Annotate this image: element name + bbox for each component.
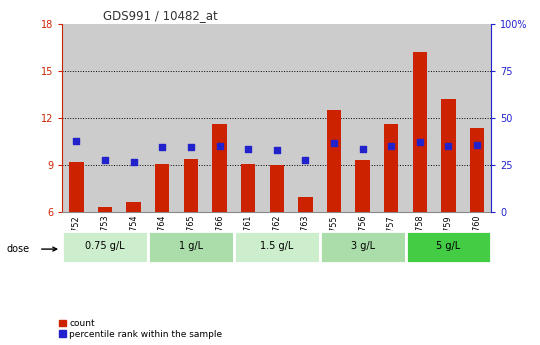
- Point: [215, 144, 224, 149]
- Text: 0.75 g/L: 0.75 g/L: [85, 241, 125, 251]
- FancyBboxPatch shape: [148, 231, 234, 263]
- Bar: [262, 24, 291, 212]
- Point: [273, 148, 281, 153]
- Bar: [148, 24, 177, 212]
- Bar: [470, 128, 484, 212]
- Text: dose: dose: [6, 244, 30, 254]
- Point: [387, 144, 395, 149]
- Bar: [98, 207, 112, 212]
- Bar: [184, 159, 198, 212]
- Text: 5 g/L: 5 g/L: [436, 241, 461, 251]
- Bar: [463, 24, 491, 212]
- Bar: [377, 24, 406, 212]
- Bar: [205, 24, 234, 212]
- Bar: [155, 164, 170, 212]
- Bar: [413, 52, 427, 212]
- Point: [158, 145, 166, 150]
- Bar: [298, 197, 313, 212]
- Point: [444, 144, 453, 149]
- Bar: [384, 124, 399, 212]
- Bar: [126, 202, 141, 212]
- Bar: [348, 24, 377, 212]
- Point: [329, 140, 338, 146]
- FancyBboxPatch shape: [320, 231, 406, 263]
- Point: [244, 146, 253, 151]
- Point: [187, 145, 195, 150]
- Text: GDS991 / 10482_at: GDS991 / 10482_at: [103, 9, 217, 22]
- Point: [416, 139, 424, 145]
- Bar: [212, 124, 227, 212]
- Point: [301, 157, 310, 162]
- Point: [473, 142, 482, 148]
- Bar: [320, 24, 348, 212]
- Bar: [406, 24, 434, 212]
- Point: [130, 159, 138, 165]
- Text: 1.5 g/L: 1.5 g/L: [260, 241, 293, 251]
- Bar: [269, 165, 284, 212]
- FancyBboxPatch shape: [62, 231, 148, 263]
- Bar: [434, 24, 463, 212]
- Text: 1 g/L: 1 g/L: [179, 241, 203, 251]
- Bar: [234, 24, 262, 212]
- Point: [72, 138, 81, 144]
- Legend: count, percentile rank within the sample: count, percentile rank within the sample: [58, 319, 222, 339]
- Bar: [91, 24, 119, 212]
- Bar: [441, 99, 456, 212]
- Bar: [291, 24, 320, 212]
- Bar: [69, 162, 84, 212]
- Text: 3 g/L: 3 g/L: [350, 241, 375, 251]
- Bar: [241, 164, 255, 212]
- Point: [100, 157, 109, 162]
- Bar: [177, 24, 205, 212]
- FancyBboxPatch shape: [406, 231, 491, 263]
- Bar: [355, 160, 370, 212]
- Bar: [62, 24, 91, 212]
- Bar: [327, 110, 341, 212]
- Point: [359, 146, 367, 151]
- FancyBboxPatch shape: [234, 231, 320, 263]
- Bar: [119, 24, 148, 212]
